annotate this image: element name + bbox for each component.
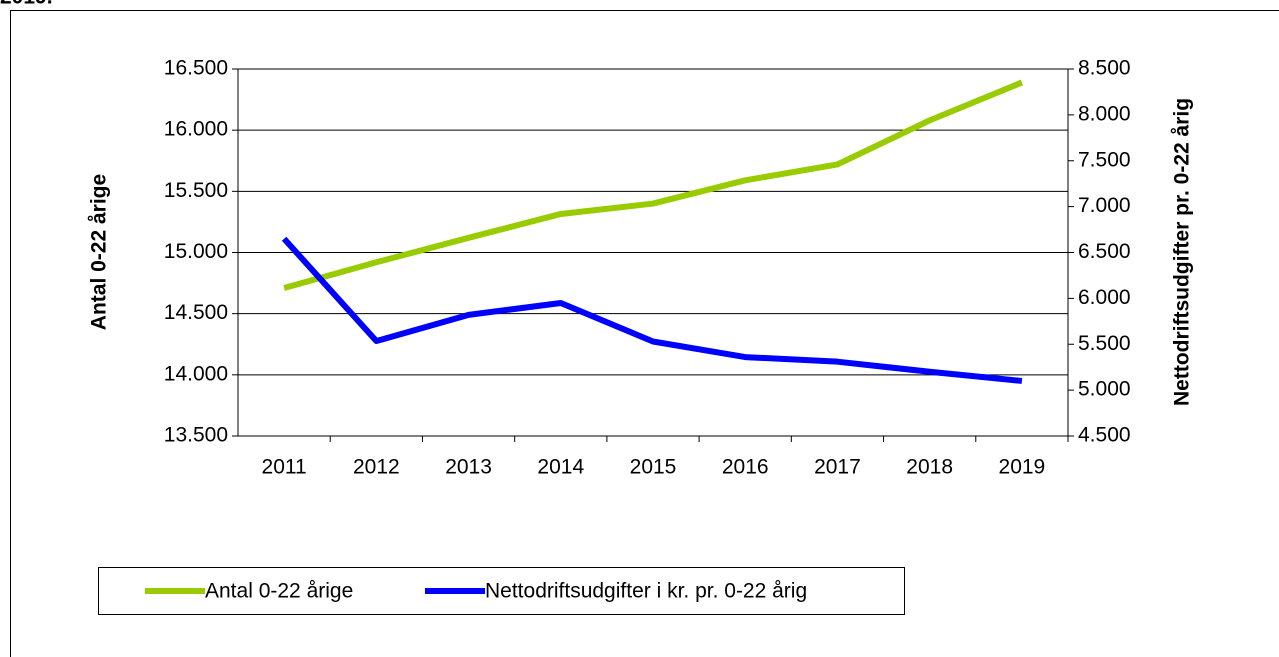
y-tick-label: 16.000 bbox=[164, 118, 228, 141]
x-tick-label: 2018 bbox=[906, 456, 953, 479]
y-tick-label: 16.500 bbox=[164, 57, 228, 80]
x-tick-label: 2014 bbox=[537, 456, 584, 479]
y-tick-label: 13.500 bbox=[164, 424, 228, 447]
chart-title: 2019. bbox=[0, 0, 53, 9]
y-tick-label: 14.500 bbox=[164, 301, 228, 324]
line-series bbox=[283, 79, 1024, 291]
y2-tick-label: 7.500 bbox=[1078, 148, 1131, 171]
line-series bbox=[281, 236, 1023, 384]
y2-tick-label: 7.000 bbox=[1078, 194, 1131, 217]
x-tick-label: 2015 bbox=[630, 456, 677, 479]
x-tick-label: 2012 bbox=[353, 456, 400, 479]
legend-label: Antal 0-22 årige bbox=[205, 580, 353, 603]
y2-tick-label: 8.000 bbox=[1078, 102, 1131, 125]
x-tick-label: 2019 bbox=[999, 456, 1046, 479]
legend-box bbox=[98, 567, 905, 615]
y-tick-label: 14.000 bbox=[164, 362, 228, 385]
y2-tick-label: 8.500 bbox=[1078, 57, 1131, 80]
y2-tick-label: 5.000 bbox=[1078, 378, 1131, 401]
y2-tick-label: 6.500 bbox=[1078, 240, 1131, 263]
x-tick-label: 2011 bbox=[262, 456, 307, 479]
chart-frame bbox=[10, 10, 1279, 657]
y2-tick-label: 4.500 bbox=[1078, 424, 1131, 447]
x-tick-label: 2013 bbox=[445, 456, 492, 479]
y2-tick-label: 6.000 bbox=[1078, 286, 1131, 309]
y-axis-label: Antal 0-22 årige bbox=[88, 174, 111, 330]
y-tick-label: 15.000 bbox=[164, 240, 228, 263]
legend-label: Nettodriftsudgifter i kr. pr. 0-22 årig bbox=[485, 580, 807, 603]
x-tick-label: 2016 bbox=[722, 456, 769, 479]
y-tick-label: 15.500 bbox=[164, 179, 228, 202]
y2-tick-label: 5.500 bbox=[1078, 332, 1131, 355]
y2-axis-label: Nettodriftsudgifter pr. 0-22 årig bbox=[1171, 98, 1194, 406]
x-tick-label: 2017 bbox=[814, 456, 861, 479]
